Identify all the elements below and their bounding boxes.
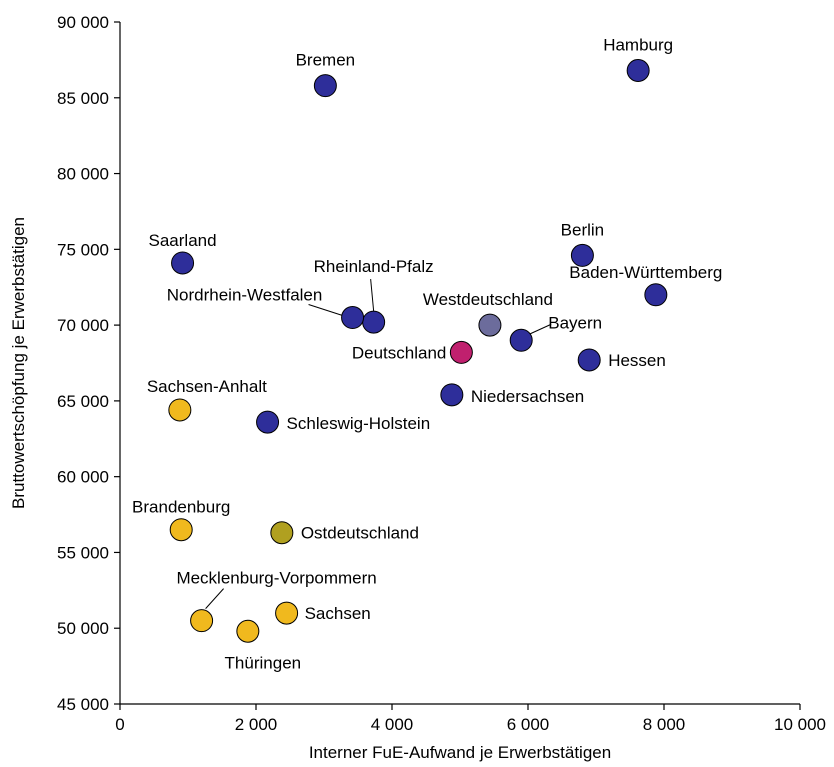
- y-tick-label: 80 000: [57, 165, 109, 184]
- leader-lines: [205, 279, 552, 609]
- x-tick-label: 4 000: [371, 715, 414, 734]
- y-tick-label: 70 000: [57, 316, 109, 335]
- y-tick-label: 90 000: [57, 13, 109, 32]
- y-tick-label: 65 000: [57, 392, 109, 411]
- data-point: [362, 310, 386, 334]
- data-point: [577, 348, 601, 372]
- x-tick-label: 0: [115, 715, 124, 734]
- data-point: [275, 601, 299, 625]
- point-label: Niedersachsen: [471, 387, 584, 406]
- data-point: [313, 74, 337, 98]
- y-axis: 45 000 50 000 55 000 60 000 65 000 70 000 75 0…: [57, 13, 121, 714]
- point-label: Schleswig-Holstein: [287, 414, 431, 433]
- data-point: [440, 383, 464, 407]
- data-points: [168, 58, 668, 643]
- y-tick-label: 45 000: [57, 695, 109, 714]
- leader-line: [528, 323, 552, 335]
- point-label: Mecklenburg-Vorpommern: [176, 569, 376, 588]
- y-tick-label: 75 000: [57, 240, 109, 259]
- x-tick-label: 10 000: [774, 715, 826, 734]
- data-point: [449, 340, 473, 364]
- y-tick-label: 85 000: [57, 89, 109, 108]
- leader-line: [205, 588, 224, 609]
- data-point: [171, 251, 195, 275]
- data-point: [626, 58, 650, 82]
- data-point: [256, 410, 280, 434]
- data-point: [190, 609, 214, 633]
- x-tick-label: 8 000: [643, 715, 686, 734]
- y-tick-label: 60 000: [57, 468, 109, 487]
- point-label: Hamburg: [603, 35, 673, 54]
- x-axis: 0 2 000 4 000 6 000 8 000 10 000: [115, 703, 826, 734]
- x-tick-label: 2 000: [235, 715, 278, 734]
- point-label: Brandenburg: [132, 498, 230, 517]
- data-point: [169, 518, 193, 542]
- point-label: Sachsen: [305, 604, 371, 623]
- data-point: [644, 283, 668, 307]
- x-axis-title: Interner FuE-Aufwand je Erwerbstätigen: [309, 743, 611, 762]
- y-tick-label: 55 000: [57, 543, 109, 562]
- point-label: Westdeutschland: [423, 290, 553, 309]
- point-label: Thüringen: [225, 653, 302, 672]
- point-label: Baden-Württemberg: [569, 263, 722, 282]
- y-tick-label: 50 000: [57, 619, 109, 638]
- point-label: Saarland: [149, 231, 217, 250]
- data-point: [509, 328, 533, 352]
- data-point: [570, 243, 594, 267]
- point-label: Berlin: [561, 220, 604, 239]
- leader-line: [370, 279, 375, 312]
- data-point: [236, 619, 260, 643]
- y-axis-title: Bruttowertschöpfung je Erwerbstätigen: [9, 217, 28, 509]
- point-label: Deutschland: [352, 343, 447, 362]
- point-label: Nordrhein-Westfalen: [167, 286, 323, 305]
- data-point: [478, 313, 502, 337]
- data-point: [270, 521, 294, 545]
- point-labels: Hamburg Bremen Saarland Berlin Baden-Württem…: [132, 35, 722, 672]
- point-label: Bayern: [548, 313, 602, 332]
- data-point: [168, 398, 192, 422]
- point-label: Hessen: [608, 351, 666, 370]
- point-label: Rheinland-Pfalz: [314, 257, 434, 276]
- point-label: Bremen: [296, 51, 356, 70]
- point-label: Sachsen-Anhalt: [147, 377, 267, 396]
- x-tick-label: 6 000: [507, 715, 550, 734]
- leader-line: [308, 304, 343, 317]
- point-label: Ostdeutschland: [301, 524, 419, 543]
- data-point: [341, 306, 365, 330]
